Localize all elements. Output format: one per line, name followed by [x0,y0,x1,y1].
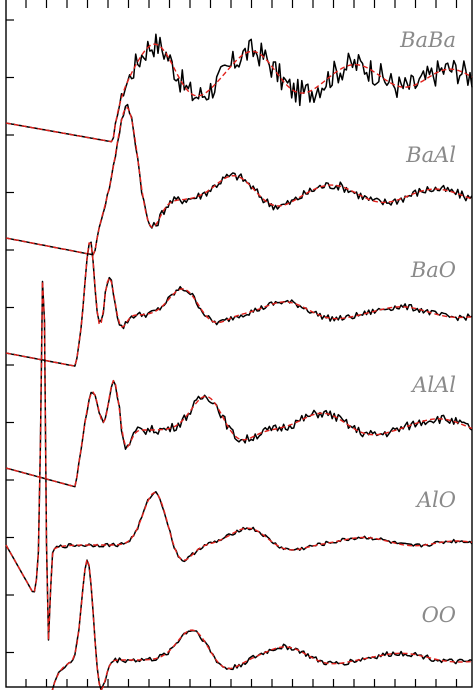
model-curve-alo [5,280,473,641]
simulation-curve-baba [5,33,473,143]
simulation-curve-bao [5,241,473,367]
panel-label-baal: BaAl [405,143,456,167]
curves [5,33,473,690]
panel-label-alal: AlAl [410,373,456,397]
panel-label-oo: OO [422,603,456,627]
model-curve-bao [5,242,473,367]
panel-label-bao: BaO [410,258,456,282]
panel-label-baba: BaBa [399,28,456,52]
simulation-curve-alo [5,280,473,641]
simulation-curve-oo [51,559,473,690]
model-curve-baal [5,107,473,256]
model-curve-alal [5,379,473,488]
simulation-curve-baal [5,103,473,256]
plot-frame [5,0,473,688]
model-curve-oo [51,558,473,690]
simulation-curve-alal [5,379,473,488]
panel-label-alo: AlO [415,488,456,512]
model-curve-baba [5,43,473,143]
axis-ticks [6,0,458,687]
panel-labels: BaBa BaAl BaO AlAl AlO OO [399,28,456,627]
